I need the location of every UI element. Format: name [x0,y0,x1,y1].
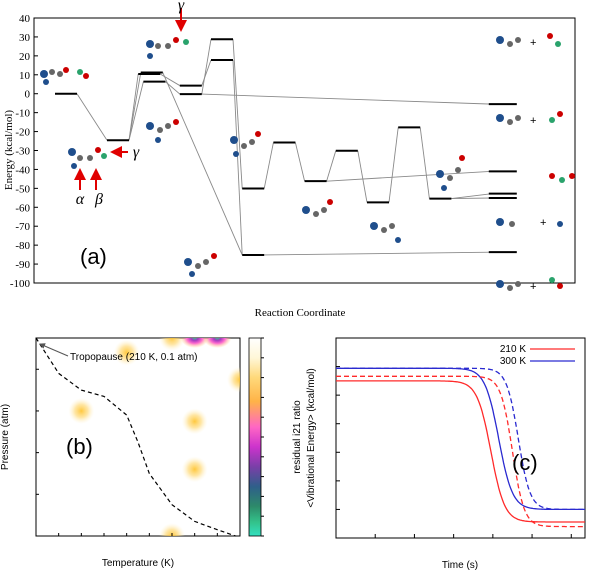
energy-diagram-panel: 40 30 20 10 0 -10 -20 -30 -40 -50 -60 -70 -80 -90 -100… [3,0,576,293]
molecule-icon [230,131,261,157]
vibrational-energy-panel: 210 K 300 K Time (s) <Vibrational Energy… [306,337,586,571]
connector-line [388,127,399,203]
tropopause-arrow [39,343,69,357]
heatmap-hotspot [203,338,232,348]
connector-line [128,81,144,141]
energy-tick-label: -100 [10,278,31,290]
energy-levels [55,38,517,256]
legend-label-300k: 300 K [500,356,526,367]
energy-tick-label: -90 [15,259,30,271]
colorbar-ticks [261,337,264,537]
vibrational-energy-frame [335,337,586,539]
connector-line [159,73,181,86]
connector-line [326,170,492,182]
product-molecule-icons: + + + + [496,33,575,293]
connector-line [128,72,142,141]
heatmap-axis-ticks [35,337,241,537]
vibrational-energy-axis-label: <Vibrational Energy> (kcal/mol) [306,368,317,507]
molecule-icon [146,37,189,59]
heatmap-hotspot [227,366,240,393]
connector-line [451,197,492,200]
energy-tick-label: -50 [15,183,30,195]
energy-tick-label: -60 [15,202,30,214]
panel-b-label: (b) [66,434,93,459]
series-line-1 [336,367,585,511]
connector-line [326,150,337,182]
heatmap-hotspot [68,397,95,424]
panel-c-label: (c) [512,450,538,475]
heatmap-hotspot [159,338,185,351]
connector-line [162,72,243,256]
beta-label: β [94,191,103,208]
molecule-icon [436,155,465,191]
energy-connectors [76,39,492,256]
gamma-label-top: γ [178,0,185,14]
energy-tick-label: -20 [15,127,30,139]
energy-tick-label: -40 [15,164,30,176]
alpha-label: α [76,191,85,208]
heatmap-hotspot [159,523,185,536]
tropopause-annotation: Tropopause (210 K, 0.1 atm) [70,352,197,363]
svg-text:+: + [540,217,546,229]
connector-line [451,193,492,200]
energy-tick-label: -30 [15,146,30,158]
pressure-axis-label: Pressure (atm) [0,404,11,470]
energy-tick-label: -80 [15,240,30,252]
colorbar [248,337,262,537]
heatmap-hotspot [181,408,208,435]
series-line-0 [336,380,585,523]
series-line-3 [336,367,585,511]
energy-diagram-frame [33,17,576,284]
series-line-2 [336,375,585,528]
energy-tick-label: -70 [15,221,30,233]
connector-line [201,59,212,86]
heatmap-hotspot [180,338,209,348]
connector-line [264,251,492,256]
energy-tick-label: 40 [19,13,31,25]
legend-label-210k: 210 K [500,344,526,355]
svg-text:+: + [530,115,536,127]
connector-line [263,142,274,189]
boundary-curve [35,337,236,537]
energy-tick-label: 10 [19,70,31,82]
energy-tick-label: 0 [25,89,31,101]
heatmap-hotspots [68,338,240,536]
time-axis-label: Time (s) [442,560,478,571]
vibrational-energy-axis-ticks [335,337,572,539]
gamma-label: γ [133,144,140,161]
energy-axis-label: Energy (kcal/mol) [3,110,15,190]
connector-line [294,142,306,182]
connector-line [201,93,492,105]
connector-line [357,150,368,203]
molecule-icon [302,199,333,217]
molecule-icon [146,119,179,143]
molecule-icon [184,253,217,277]
connector-line [201,39,212,95]
panel-a-label: (a) [80,244,107,269]
molecule-icon [370,222,401,243]
connector-line [232,39,243,189]
connector-line [76,93,108,141]
heatmap-frame [35,337,241,537]
reaction-coordinate-label: Reaction Coordinate [255,307,346,319]
connector-line [232,60,243,256]
molecule-icon [40,67,89,85]
connector-line [419,127,430,199]
heatmap-hotspot [113,339,140,366]
energy-tick-label: 20 [19,51,31,63]
heatmap-panel: Temperature (K) Pressure (atm) (b) Tropo… [0,337,303,569]
svg-text:+: + [530,37,536,49]
energy-axis-ticks: 40 30 20 10 0 -10 -20 -30 -40 -50 -60 -70 -80 -90 -100 [10,13,38,290]
svg-text:+: + [530,281,536,293]
vibrational-energy-series [336,367,585,528]
temperature-axis-label: Temperature (K) [102,558,174,569]
heatmap-hotspot [181,456,208,483]
legend: 210 K 300 K [500,344,575,367]
energy-tick-label: -10 [15,108,30,120]
molecule-icon [68,147,107,169]
energy-tick-label: 30 [19,32,31,44]
colorbar-label: residual i21 ratio [292,400,303,474]
